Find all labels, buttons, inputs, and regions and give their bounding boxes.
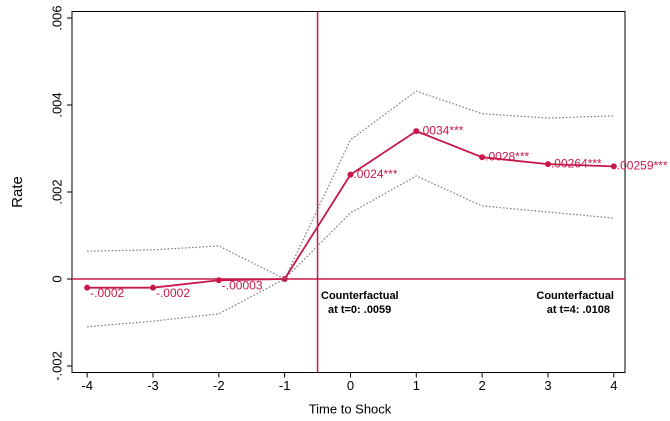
value-label: -.0002 — [90, 286, 124, 300]
y-tick-label: 0 — [49, 275, 64, 282]
plot-frame — [71, 11, 626, 373]
y-tick-label: .002 — [49, 179, 64, 204]
x-axis-label: Time to Shock — [309, 401, 392, 416]
annotation: at t=0: .0059 — [328, 304, 391, 316]
value-label: .0034*** — [419, 123, 463, 137]
x-tick-label: 2 — [479, 378, 486, 393]
estimate-line — [87, 130, 614, 289]
confidence-line — [87, 175, 614, 328]
x-tick-label: -1 — [279, 378, 291, 393]
value-label: .0028*** — [485, 149, 529, 163]
point — [544, 161, 551, 168]
y-axis-label: Rate — [9, 176, 26, 208]
x-tick-label: 0 — [347, 378, 354, 393]
y-tick-label: .004 — [49, 92, 64, 117]
y-tick-label: .006 — [49, 5, 64, 30]
value-label: -.0002 — [156, 286, 190, 300]
value-label: -.00003 — [222, 278, 263, 292]
annotation: Counterfactual — [321, 290, 399, 302]
value-label: .00259*** — [617, 159, 668, 173]
point — [610, 163, 617, 170]
point — [479, 154, 486, 161]
annotation: Counterfactual — [536, 290, 614, 302]
value-label: .00264*** — [551, 156, 602, 170]
annotation: at t=4: .0108 — [547, 304, 610, 316]
x-tick-label: 1 — [413, 378, 420, 393]
x-tick-label: 3 — [544, 378, 551, 393]
point — [215, 277, 222, 284]
point — [149, 284, 156, 291]
x-tick-label: -2 — [213, 378, 225, 393]
y-tick-label: -.002 — [49, 351, 64, 381]
point — [347, 171, 354, 178]
confidence-line — [87, 90, 614, 280]
x-tick-label: -4 — [81, 378, 93, 393]
point — [413, 128, 420, 135]
point — [84, 284, 91, 291]
x-tick-label: 4 — [610, 378, 617, 393]
value-label: .0024*** — [353, 167, 397, 181]
x-tick-label: -3 — [147, 378, 159, 393]
